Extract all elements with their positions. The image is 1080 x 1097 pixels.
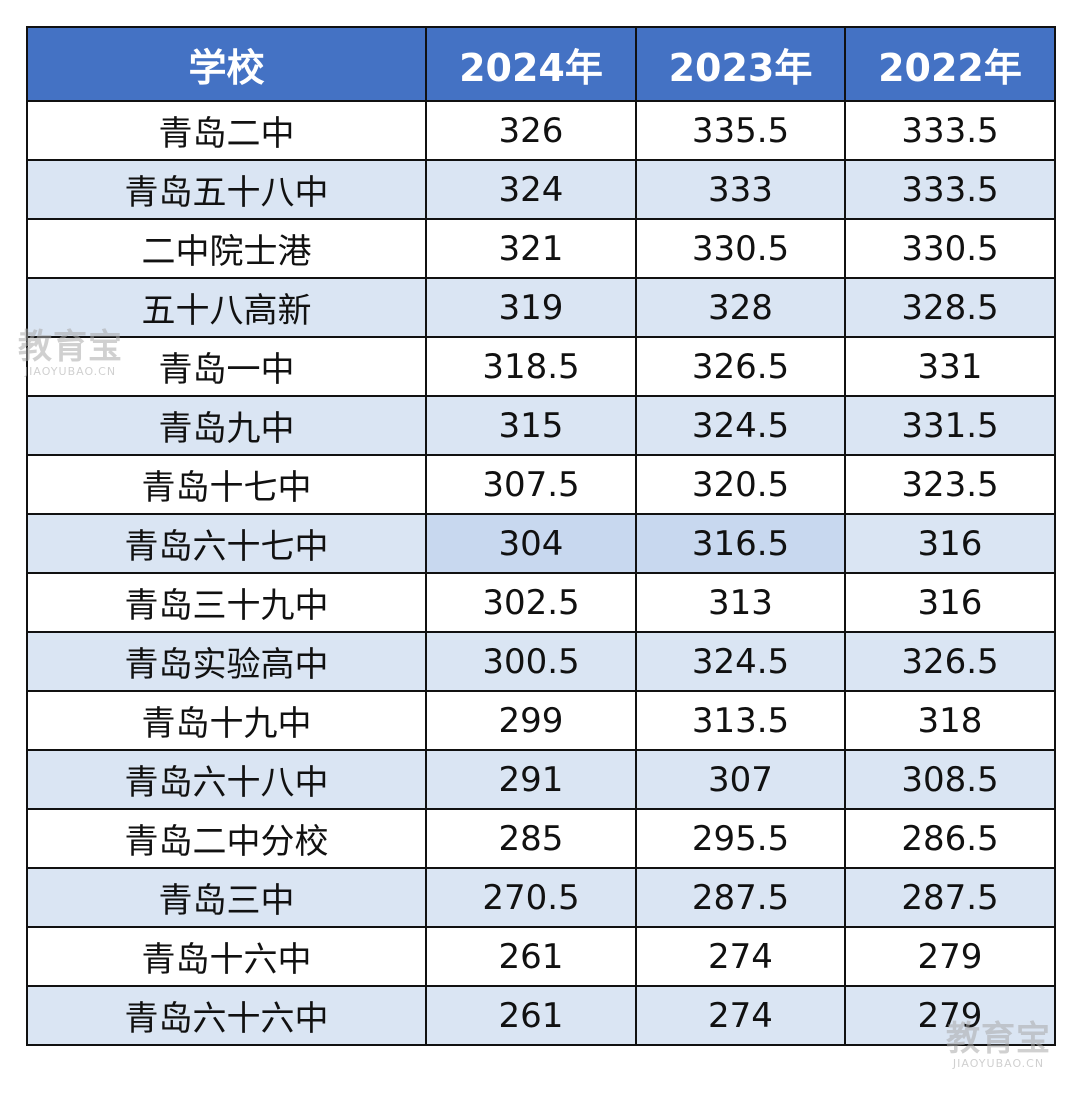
score-2023-cell: 274 (635, 985, 846, 1046)
school-cell: 青岛六十六中 (26, 985, 427, 1046)
score-2023-cell: 313.5 (635, 690, 846, 751)
watermark-text: 教育宝 (946, 1019, 1051, 1059)
header-2024: 2024年 (425, 26, 637, 102)
header-2022: 2022年 (844, 26, 1056, 102)
school-cell: 青岛九中 (26, 395, 427, 456)
score-2024-cell: 318.5 (425, 336, 637, 397)
table-row: 青岛二中分校 285 295.5 286.5 (26, 808, 1056, 869)
score-2022-cell: 326.5 (844, 631, 1056, 692)
watermark-logo: 教育宝 JIAOYUBAO.CN (946, 1022, 1051, 1069)
table-row: 五十八高新 319 328 328.5 (26, 277, 1056, 338)
school-cell: 青岛二中分校 (26, 808, 427, 869)
header-2023: 2023年 (635, 26, 846, 102)
watermark-logo: 教育宝 JIAOYUBAO.CN (18, 330, 123, 377)
school-cell: 二中院士港 (26, 218, 427, 279)
table-row: 二中院士港 321 330.5 330.5 (26, 218, 1056, 279)
score-2024-cell: 326 (425, 100, 637, 161)
score-2023-cell: 330.5 (635, 218, 846, 279)
score-2022-cell: 330.5 (844, 218, 1056, 279)
score-2024-cell: 315 (425, 395, 637, 456)
score-2022-cell: 316 (844, 572, 1056, 633)
score-2022-cell: 331.5 (844, 395, 1056, 456)
score-2024-cell: 324 (425, 159, 637, 220)
score-2022-cell: 318 (844, 690, 1056, 751)
score-2022-cell: 328.5 (844, 277, 1056, 338)
score-2023-cell: 326.5 (635, 336, 846, 397)
score-2024-cell: 261 (425, 985, 637, 1046)
school-cell: 五十八高新 (26, 277, 427, 338)
watermark-url: JIAOYUBAO.CN (24, 365, 117, 378)
score-2024-cell: 270.5 (425, 867, 637, 928)
watermark-text: 教育宝 (18, 327, 123, 367)
score-2023-cell: 274 (635, 926, 846, 987)
table-row: 青岛六十七中 304 316.5 316 (26, 513, 1056, 574)
score-2023-cell: 307 (635, 749, 846, 810)
score-2024-cell: 285 (425, 808, 637, 869)
score-2022-cell: 287.5 (844, 867, 1056, 928)
school-cell: 青岛十九中 (26, 690, 427, 751)
score-2022-cell: 333.5 (844, 159, 1056, 220)
score-2024-cell: 300.5 (425, 631, 637, 692)
table-row: 青岛六十八中 291 307 308.5 (26, 749, 1056, 810)
table-row: 青岛六十六中 261 274 279 (26, 985, 1056, 1046)
score-2022-cell: 286.5 (844, 808, 1056, 869)
school-cell: 青岛六十八中 (26, 749, 427, 810)
score-table: 学校 2024年 2023年 2022年 青岛二中 326 335.5 333.… (26, 26, 1056, 1046)
school-cell: 青岛五十八中 (26, 159, 427, 220)
table-row: 青岛二中 326 335.5 333.5 (26, 100, 1056, 161)
score-2023-cell: 335.5 (635, 100, 846, 161)
score-2024-cell: 321 (425, 218, 637, 279)
score-2023-cell: 287.5 (635, 867, 846, 928)
table-row: 青岛三中 270.5 287.5 287.5 (26, 867, 1056, 928)
score-2023-cell: 316.5 (635, 513, 846, 574)
score-2023-cell: 333 (635, 159, 846, 220)
table-row: 青岛十七中 307.5 320.5 323.5 (26, 454, 1056, 515)
score-2024-cell: 304 (425, 513, 637, 574)
score-2022-cell: 308.5 (844, 749, 1056, 810)
table-row: 青岛三十九中 302.5 313 316 (26, 572, 1056, 633)
score-2022-cell: 279 (844, 985, 1056, 1046)
header-row: 学校 2024年 2023年 2022年 (26, 26, 1056, 102)
school-cell: 青岛三十九中 (26, 572, 427, 633)
school-cell: 青岛十六中 (26, 926, 427, 987)
score-2023-cell: 295.5 (635, 808, 846, 869)
score-2024-cell: 261 (425, 926, 637, 987)
score-2022-cell: 323.5 (844, 454, 1056, 515)
score-2022-cell: 331 (844, 336, 1056, 397)
table-row: 青岛一中 318.5 326.5 331 (26, 336, 1056, 397)
header-school: 学校 (26, 26, 427, 102)
school-cell: 青岛三中 (26, 867, 427, 928)
score-2023-cell: 320.5 (635, 454, 846, 515)
school-cell: 青岛一中 (26, 336, 427, 397)
score-2023-cell: 328 (635, 277, 846, 338)
table-row: 青岛九中 315 324.5 331.5 (26, 395, 1056, 456)
school-cell: 青岛十七中 (26, 454, 427, 515)
table-row: 青岛五十八中 324 333 333.5 (26, 159, 1056, 220)
watermark-url: JIAOYUBAO.CN (952, 1057, 1045, 1070)
table-body: 青岛二中 326 335.5 333.5 青岛五十八中 324 333 333.… (26, 100, 1056, 1046)
table-row: 青岛十六中 261 274 279 (26, 926, 1056, 987)
school-cell: 青岛二中 (26, 100, 427, 161)
table-row: 青岛实验高中 300.5 324.5 326.5 (26, 631, 1056, 692)
score-2022-cell: 279 (844, 926, 1056, 987)
score-2024-cell: 307.5 (425, 454, 637, 515)
score-2022-cell: 316 (844, 513, 1056, 574)
score-2023-cell: 324.5 (635, 631, 846, 692)
score-2024-cell: 291 (425, 749, 637, 810)
score-2024-cell: 319 (425, 277, 637, 338)
score-2022-cell: 333.5 (844, 100, 1056, 161)
score-2024-cell: 299 (425, 690, 637, 751)
score-2024-cell: 302.5 (425, 572, 637, 633)
school-cell: 青岛实验高中 (26, 631, 427, 692)
school-cell: 青岛六十七中 (26, 513, 427, 574)
score-2023-cell: 324.5 (635, 395, 846, 456)
table-row: 青岛十九中 299 313.5 318 (26, 690, 1056, 751)
score-2023-cell: 313 (635, 572, 846, 633)
